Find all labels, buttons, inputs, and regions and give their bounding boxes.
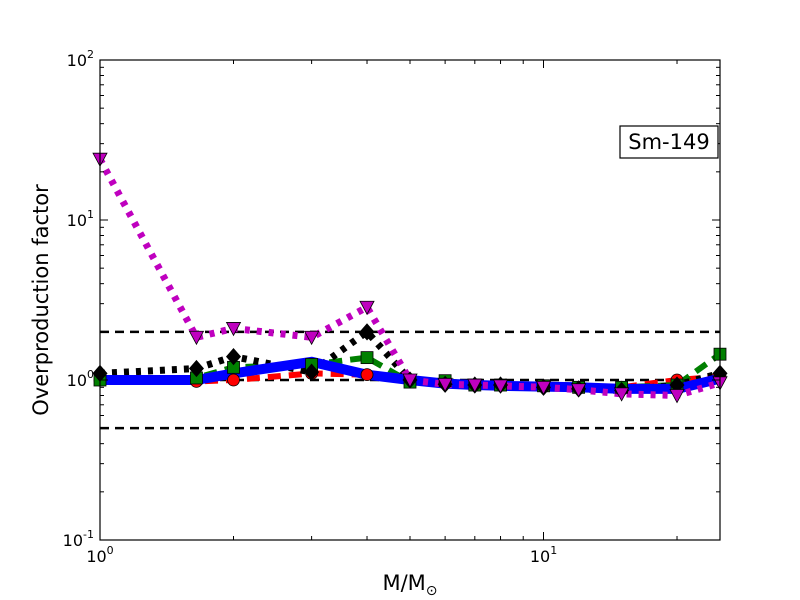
y-tick-label: 102 xyxy=(67,48,94,70)
data-point xyxy=(467,378,483,393)
marker-layer xyxy=(92,152,728,404)
annotation-box: Sm-149 xyxy=(619,125,719,159)
x-axis-label-main: M/M xyxy=(382,571,425,595)
series-line xyxy=(96,157,721,399)
data-point xyxy=(402,373,418,388)
data-point xyxy=(225,348,242,366)
annotation-label: Sm-149 xyxy=(628,130,709,154)
y-tick-label: 10-1 xyxy=(63,528,94,550)
y-axis-label: Overproduction factor xyxy=(29,184,53,416)
data-point xyxy=(437,377,453,393)
data-point xyxy=(570,383,587,398)
data-point xyxy=(188,359,204,378)
data-point xyxy=(304,363,320,381)
x-axis-label-subscript: ⊙ xyxy=(426,583,438,599)
x-axis-label: M/M⊙ xyxy=(382,571,437,599)
data-point xyxy=(227,373,240,387)
data-point xyxy=(613,387,630,402)
data-point xyxy=(188,330,205,346)
data-point xyxy=(225,322,242,337)
data-point xyxy=(535,380,552,396)
x-tick-label: 100 xyxy=(86,544,113,566)
data-point xyxy=(359,323,375,341)
data-point xyxy=(359,300,375,316)
data-point xyxy=(360,351,374,365)
x-tick-label: 101 xyxy=(530,544,557,566)
data-point xyxy=(669,389,685,404)
reference-lines xyxy=(100,330,720,430)
data-point xyxy=(492,379,509,394)
y-tick-label: 101 xyxy=(67,208,94,230)
data-point xyxy=(303,330,320,346)
series-layer xyxy=(96,157,722,399)
annotation-frame xyxy=(619,125,719,159)
y-tick-label: 100 xyxy=(67,368,94,390)
data-point xyxy=(360,368,374,382)
